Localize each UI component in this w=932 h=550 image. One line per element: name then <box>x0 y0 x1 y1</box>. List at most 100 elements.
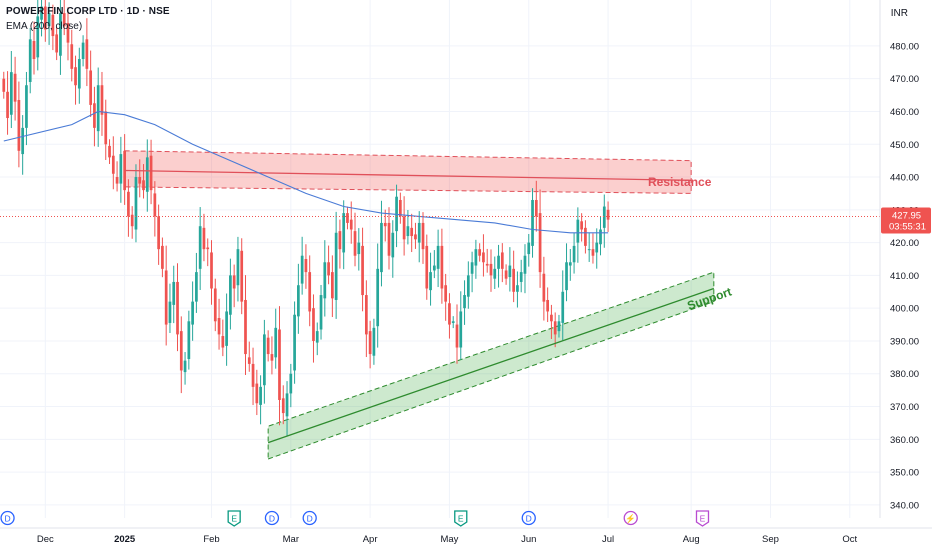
time-tick-label: Oct <box>842 534 857 545</box>
candle <box>331 272 334 299</box>
candle <box>259 386 262 405</box>
candle <box>327 262 330 276</box>
time-tick-label: 2025 <box>114 534 136 545</box>
candle <box>561 291 565 323</box>
candle <box>25 85 28 128</box>
candle <box>523 255 527 274</box>
candle <box>463 295 466 309</box>
candle <box>149 155 153 191</box>
price-tag-value: 427.95 <box>892 211 921 222</box>
candle <box>553 321 557 335</box>
candle <box>198 226 202 269</box>
earnings-marker-icon <box>695 510 710 527</box>
candle <box>119 154 123 184</box>
candle <box>244 299 247 355</box>
candle <box>531 199 534 246</box>
price-tick-label: 400.00 <box>890 304 919 315</box>
candle <box>421 222 425 250</box>
candle <box>21 127 25 155</box>
candle <box>85 39 89 69</box>
candle <box>312 308 315 341</box>
price-tag <box>881 207 931 234</box>
candle <box>17 99 21 151</box>
candle <box>89 70 93 105</box>
candle <box>546 299 549 312</box>
time-tick-label: Dec <box>37 534 54 545</box>
candle <box>130 214 134 227</box>
candle <box>274 327 278 358</box>
candle <box>489 263 493 276</box>
dividend-marker-icon <box>0 510 15 526</box>
candle <box>451 321 455 323</box>
price-tick-label: 380.00 <box>890 369 919 380</box>
candle <box>62 13 66 27</box>
candle <box>161 245 164 269</box>
candle <box>225 311 228 346</box>
candle <box>183 360 187 373</box>
candle <box>293 314 296 371</box>
event-marker-letter: E <box>458 513 464 523</box>
time-tick-label: May <box>440 534 458 545</box>
candle <box>59 13 62 56</box>
price-tick-label: 350.00 <box>890 468 919 479</box>
price-tick-label: 470.00 <box>890 74 919 85</box>
candle <box>40 6 43 20</box>
candle <box>538 213 542 273</box>
earnings-marker-icon <box>227 510 241 527</box>
candle <box>508 265 512 278</box>
dividend-marker-icon <box>521 510 536 526</box>
candle <box>2 78 6 92</box>
candle <box>304 259 308 273</box>
candle <box>195 272 198 302</box>
price-tick-label: 460.00 <box>890 107 919 118</box>
candle <box>176 281 179 335</box>
event-marker-letter: E <box>231 513 237 523</box>
candle <box>179 331 183 371</box>
candle <box>206 247 210 250</box>
candle <box>436 245 440 269</box>
ema-legend[interactable]: EMA (200, close) <box>6 21 83 32</box>
candle <box>580 221 583 230</box>
price-tick-label: 370.00 <box>890 402 919 413</box>
candle <box>448 303 451 325</box>
candle <box>104 111 108 145</box>
candle <box>236 249 240 286</box>
candle <box>43 6 47 30</box>
candle <box>478 249 482 256</box>
candle <box>247 357 251 364</box>
candle <box>6 91 9 119</box>
candle <box>289 373 293 394</box>
candle <box>263 334 266 386</box>
candle <box>383 222 387 227</box>
event-marker-letter: D <box>269 513 275 523</box>
candle <box>542 273 546 302</box>
candle <box>172 281 176 305</box>
candle <box>217 318 221 335</box>
candle <box>557 321 561 332</box>
candle <box>100 85 104 115</box>
candle <box>96 85 100 132</box>
price-tick-label: 340.00 <box>890 500 919 511</box>
candle <box>595 242 599 253</box>
candle <box>134 177 138 230</box>
event-marker-letter: D <box>307 513 313 523</box>
candle <box>568 262 572 266</box>
price-tick-label: 410.00 <box>890 271 919 282</box>
candle <box>364 295 368 335</box>
candle <box>534 199 538 217</box>
candle <box>210 252 213 289</box>
candle <box>157 216 160 250</box>
candle <box>550 314 553 322</box>
candle <box>229 275 232 315</box>
candle <box>372 327 376 356</box>
candle <box>338 231 342 250</box>
candle <box>584 227 587 246</box>
symbol-title[interactable]: POWER FIN CORP LTD · 1D · NSE <box>6 6 170 17</box>
price-tag-countdown: 03:55:31 <box>889 222 926 233</box>
candle <box>470 262 474 274</box>
candle <box>285 393 289 417</box>
candle <box>357 242 361 255</box>
earnings-marker-icon <box>454 510 468 527</box>
ema-line <box>3 110 609 234</box>
